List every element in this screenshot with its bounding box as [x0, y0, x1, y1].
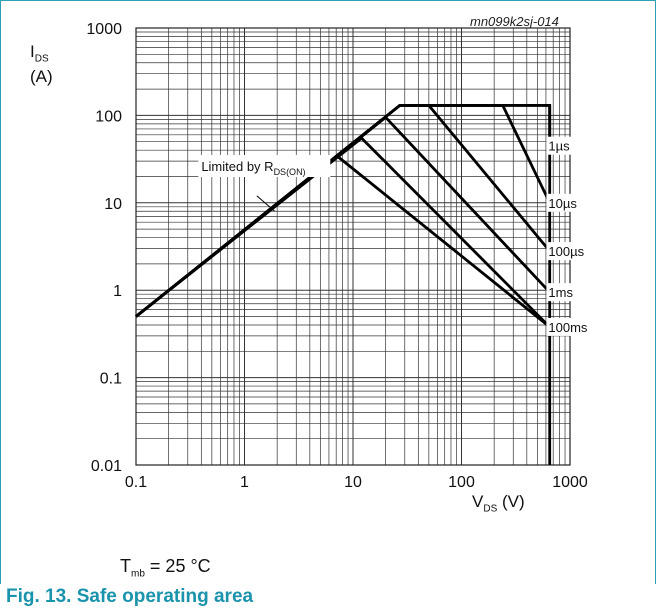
x-tick-label: 10 [344, 474, 362, 491]
series-line-100ms [135, 136, 551, 328]
x-tick-label: 1000 [552, 474, 588, 491]
y-tick-label: 0.01 [91, 458, 122, 475]
y-axis-subscript: DS [34, 53, 49, 65]
annotation-limited-by-rdson: Limited by RDS(ON) [201, 159, 305, 177]
series-label-bg [546, 317, 591, 336]
series-label: 10µs [548, 196, 577, 211]
condition-subscript: mb [131, 568, 145, 580]
temperature-condition: Tmb = 25 °C [120, 556, 211, 580]
series-label-bg [546, 242, 591, 261]
condition-value: = 25 °C [149, 556, 211, 576]
y-axis-symbol: I [30, 42, 35, 61]
series-label: 100µs [548, 244, 584, 259]
series-line-1ms [135, 115, 551, 318]
y-tick-label: 0.1 [100, 371, 122, 388]
series-line-boundary-5 [336, 155, 551, 329]
series-label: 1ms [548, 285, 573, 300]
x-tick-label: 100 [448, 474, 475, 491]
x-axis-unit: (V) [501, 492, 525, 511]
figure-title: Fig. 13. Safe operating area [6, 586, 254, 607]
series-label-bg [546, 193, 591, 212]
annotation-background [198, 155, 331, 178]
x-axis-subscript: DS [483, 503, 498, 515]
annotation-leader [256, 195, 276, 212]
figure-frame [0, 0, 656, 584]
x-tick-label: 0.1 [125, 474, 147, 491]
series-label-bg [546, 136, 591, 155]
y-axis-unit: (A) [30, 67, 53, 87]
x-axis-symbol: V [472, 492, 484, 511]
series-label: 100ms [548, 320, 588, 335]
y-tick-label: 1000 [86, 21, 122, 38]
x-tick-label: 1 [240, 474, 249, 491]
x-axis-label: VDS (V) [472, 492, 525, 514]
figure-reference-id: mn099k2sj-014 [470, 14, 559, 29]
y-tick-label: 10 [104, 196, 122, 213]
y-tick-label: 100 [95, 108, 122, 125]
y-tick-label: 1 [113, 283, 122, 300]
y-axis-label: IDS (A) [30, 42, 53, 88]
condition-symbol: T [120, 556, 131, 576]
series-label-bg [546, 283, 591, 302]
series-label: 1µs [548, 139, 570, 154]
